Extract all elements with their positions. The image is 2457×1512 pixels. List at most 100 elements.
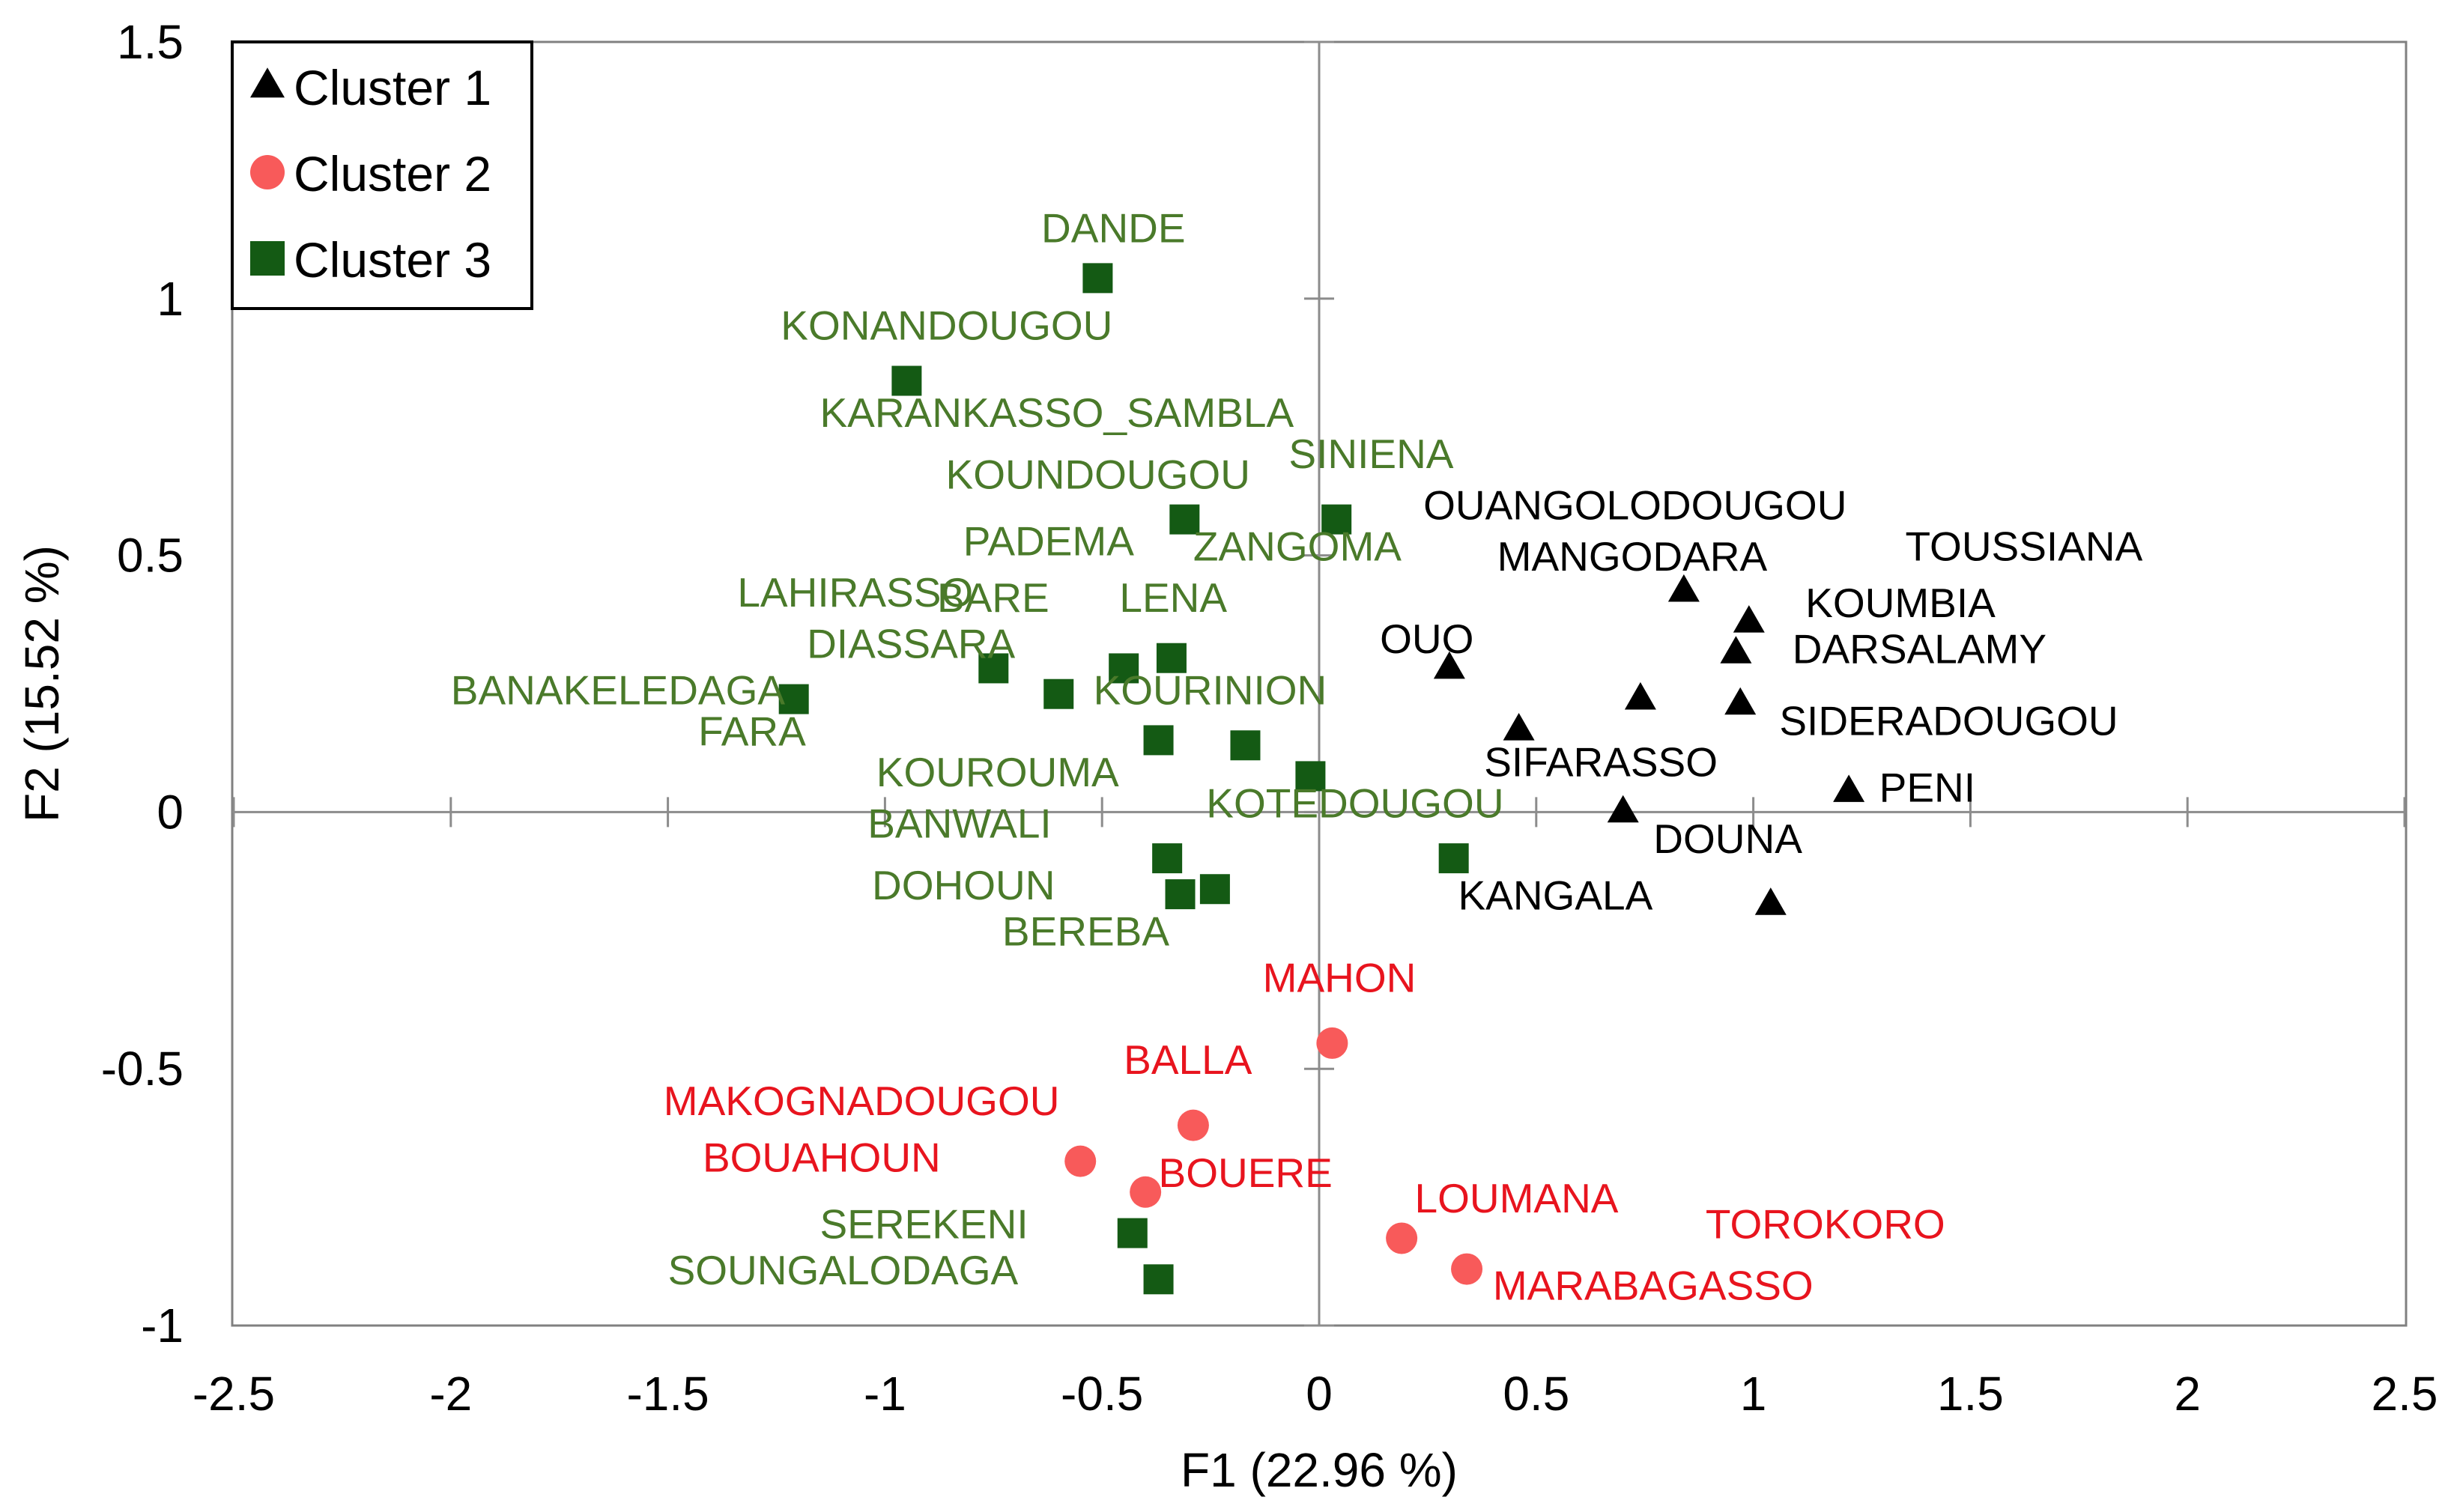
point-label: BOUAHOUN — [703, 1134, 941, 1180]
legend-marker-cluster-2 — [250, 155, 285, 189]
point-label: MAKOGNADOUGOU — [664, 1078, 1060, 1124]
point-label: KOUNDOUGOU — [946, 451, 1250, 497]
data-point-cluster-1 — [1503, 713, 1535, 741]
point-labels-layer: DANDE KONANDOUGOU KARANKASSO_SAMBLA KOUNDOU… — [451, 204, 2143, 1308]
x-tick-label: 2.5 — [2372, 1367, 2438, 1421]
point-label: SEREKENI — [819, 1200, 1028, 1247]
point-label: ZANGOMA — [1193, 523, 1402, 569]
point-label: LOUMANA — [1415, 1175, 1619, 1221]
data-point-cluster-3 — [1169, 504, 1200, 535]
point-label: OUANGOLODOUGOU — [1423, 482, 1846, 529]
y-axis-title: F2 (15.52 %) — [15, 545, 69, 822]
point-label: BANWALI — [867, 801, 1052, 847]
data-point-cluster-3 — [1321, 504, 1352, 535]
data-point-cluster-3 — [1295, 761, 1326, 792]
marks-layer — [778, 263, 1865, 1295]
y-tick-label: 0.5 — [117, 529, 184, 583]
x-tick-label: 1.5 — [1937, 1367, 2004, 1421]
point-label: SIFARASSO — [1484, 738, 1718, 785]
data-point-cluster-3 — [1117, 1218, 1148, 1248]
point-label: DANDE — [1041, 204, 1186, 251]
data-point-cluster-1 — [1733, 605, 1765, 633]
data-point-cluster-2 — [1064, 1145, 1097, 1177]
x-tick-label: -1 — [864, 1367, 906, 1421]
point-label: KONANDOUGOU — [781, 303, 1112, 349]
data-point-cluster-3 — [1438, 843, 1469, 874]
point-label: BEREBA — [1002, 908, 1169, 955]
data-point-cluster-3 — [1165, 879, 1196, 910]
y-tick-label: 1 — [157, 272, 184, 326]
point-label: SOUNGALODAGA — [668, 1247, 1019, 1293]
data-point-cluster-1 — [1754, 887, 1787, 915]
legend-label-cluster-2: Cluster 2 — [294, 146, 491, 201]
y-tick-label: -1 — [141, 1299, 184, 1352]
data-point-cluster-2 — [1130, 1176, 1162, 1208]
legend: Cluster 1 Cluster 2 Cluster 3 — [231, 40, 533, 310]
point-label: FARA — [698, 708, 806, 754]
x-tick-label: -0.5 — [1061, 1367, 1143, 1421]
point-label: PADEMA — [963, 518, 1135, 565]
point-label: KOUMBIA — [1805, 580, 1996, 626]
x-tick-label: 2 — [2174, 1367, 2201, 1421]
data-point-cluster-1 — [1607, 795, 1639, 823]
data-point-cluster-1 — [1624, 681, 1656, 710]
x-tick-label: 1 — [1740, 1367, 1767, 1421]
point-label: MANGODARA — [1497, 533, 1768, 580]
point-label: MAHON — [1263, 954, 1417, 1001]
x-tick-label: -2 — [429, 1367, 472, 1421]
point-label: DIASSARA — [807, 621, 1015, 667]
legend-marker-cluster-3 — [250, 241, 285, 276]
legend-square-marker — [250, 241, 285, 276]
point-label: BOUERE — [1159, 1150, 1333, 1196]
point-label: KANGALA — [1458, 872, 1652, 919]
y-tick-label: 0 — [157, 785, 184, 839]
point-label: LAHIRASSO — [737, 569, 973, 616]
data-point-cluster-3 — [1082, 263, 1113, 294]
legend-circle-marker — [250, 155, 285, 189]
point-label: DOHOUN — [872, 862, 1055, 908]
point-label: LENA — [1119, 574, 1227, 621]
data-point-cluster-2 — [1177, 1109, 1209, 1141]
x-tick-label: 0.5 — [1503, 1367, 1569, 1421]
data-point-cluster-1 — [1833, 774, 1865, 802]
point-label: DOUNA — [1653, 816, 1802, 862]
point-label: DARSALAMY — [1793, 626, 2047, 672]
x-tick-label: -2.5 — [193, 1367, 275, 1421]
data-point-cluster-3 — [891, 365, 922, 396]
data-point-cluster-3 — [1156, 643, 1187, 673]
data-point-cluster-1 — [1667, 574, 1700, 602]
y-tick-label: 1.5 — [117, 15, 184, 69]
point-label: KOURINION — [1094, 667, 1327, 713]
y-tick-label: -0.5 — [101, 1042, 184, 1096]
point-label: TOUSSIANA — [1905, 523, 2142, 569]
point-label: BALLA — [1124, 1036, 1252, 1083]
point-label: BARE — [937, 574, 1049, 621]
data-point-cluster-3 — [1043, 678, 1074, 709]
data-point-cluster-2 — [1451, 1253, 1483, 1285]
data-point-cluster-3 — [1143, 725, 1174, 756]
point-label: KOUROUMA — [876, 749, 1119, 795]
point-label: SINIENA — [1288, 431, 1453, 477]
data-point-cluster-1 — [1433, 651, 1465, 679]
data-point-cluster-3 — [978, 653, 1009, 684]
point-label: BANAKELEDAGA — [451, 667, 786, 713]
legend-triangle-marker — [250, 67, 285, 98]
x-axis-title: F1 (22.96 %) — [1181, 1443, 1458, 1497]
legend-label-cluster-1: Cluster 1 — [294, 60, 491, 115]
data-point-cluster-3 — [1143, 1264, 1174, 1295]
data-point-cluster-2 — [1316, 1027, 1348, 1059]
x-tick-label: 0 — [1306, 1367, 1333, 1421]
x-tick-label: -1.5 — [626, 1367, 709, 1421]
data-point-cluster-3 — [1199, 874, 1230, 905]
data-point-cluster-3 — [778, 684, 809, 714]
point-label: SIDERADOUGOU — [1779, 698, 2118, 744]
point-label: PENI — [1879, 765, 1975, 811]
point-label: OUO — [1380, 616, 1473, 662]
data-point-cluster-3 — [1230, 730, 1261, 761]
point-label: KOTEDOUGOU — [1206, 780, 1503, 826]
data-point-cluster-3 — [1152, 843, 1183, 874]
data-point-cluster-2 — [1386, 1222, 1418, 1254]
point-label: MARABAGASSO — [1493, 1263, 1814, 1309]
legend-label-cluster-3: Cluster 3 — [294, 232, 491, 288]
